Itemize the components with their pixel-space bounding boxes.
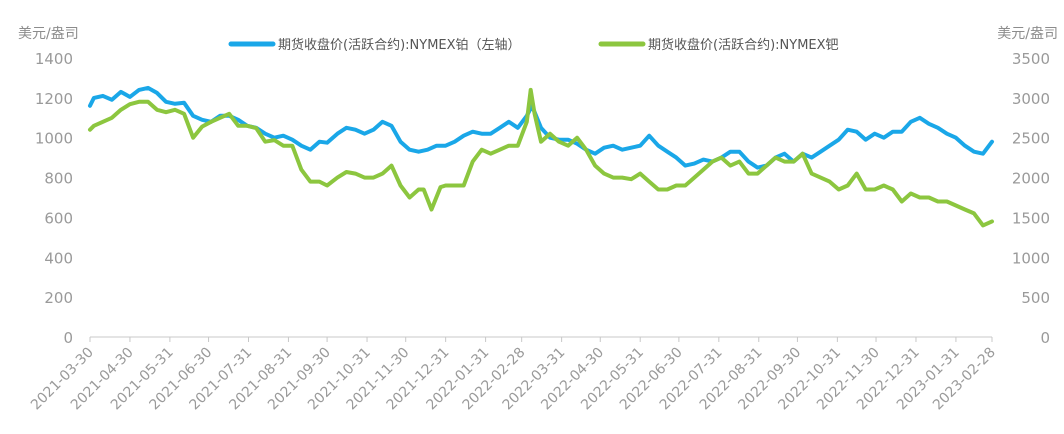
right-axis-unit: 美元/盎司 <box>997 26 1058 42</box>
left-y-tick-label: 200 <box>44 289 73 307</box>
legend: 期货收盘价(活跃合约):NYMEX铂（左轴） 期货收盘价(活跃合约):NYMEX… <box>228 37 839 53</box>
legend-label-platinum: 期货收盘价(活跃合约):NYMEX铂（左轴） <box>278 37 521 53</box>
legend-label-palladium: 期货收盘价(活跃合约):NYMEX钯 <box>648 37 839 53</box>
left-y-tick-label: 1400 <box>35 50 73 68</box>
series-layer <box>88 85 994 228</box>
left-y-tick-label: 0 <box>63 329 73 347</box>
x-axis: 2021-03-302021-04-302021-05-312021-06-30… <box>28 337 999 413</box>
left-y-tick-label: 400 <box>44 249 73 267</box>
right-y-tick-label: 3500 <box>1012 50 1050 68</box>
left-y-axis: 0 200 400 600 800 1000 1200 1400 <box>35 50 73 347</box>
left-y-tick-label: 800 <box>44 170 73 188</box>
right-y-tick-label: 1500 <box>1012 209 1050 227</box>
right-y-tick-label: 3000 <box>1012 90 1050 108</box>
left-y-tick-label: 600 <box>44 209 73 227</box>
left-y-tick-label: 1200 <box>35 90 73 108</box>
right-y-tick-label: 1000 <box>1012 249 1050 267</box>
right-y-tick-label: 2500 <box>1012 130 1050 148</box>
right-y-axis: 0 500 1000 1500 2000 2500 3000 3500 <box>1012 50 1050 347</box>
right-y-tick-label: 0 <box>1040 329 1050 347</box>
right-y-tick-label: 2000 <box>1012 170 1050 188</box>
series-line-palladium <box>88 87 994 228</box>
left-axis-unit: 美元/盎司 <box>18 26 79 42</box>
series-line-platinum <box>88 85 994 170</box>
right-y-tick-label: 500 <box>1021 289 1050 307</box>
left-y-tick-label: 1000 <box>35 130 73 148</box>
